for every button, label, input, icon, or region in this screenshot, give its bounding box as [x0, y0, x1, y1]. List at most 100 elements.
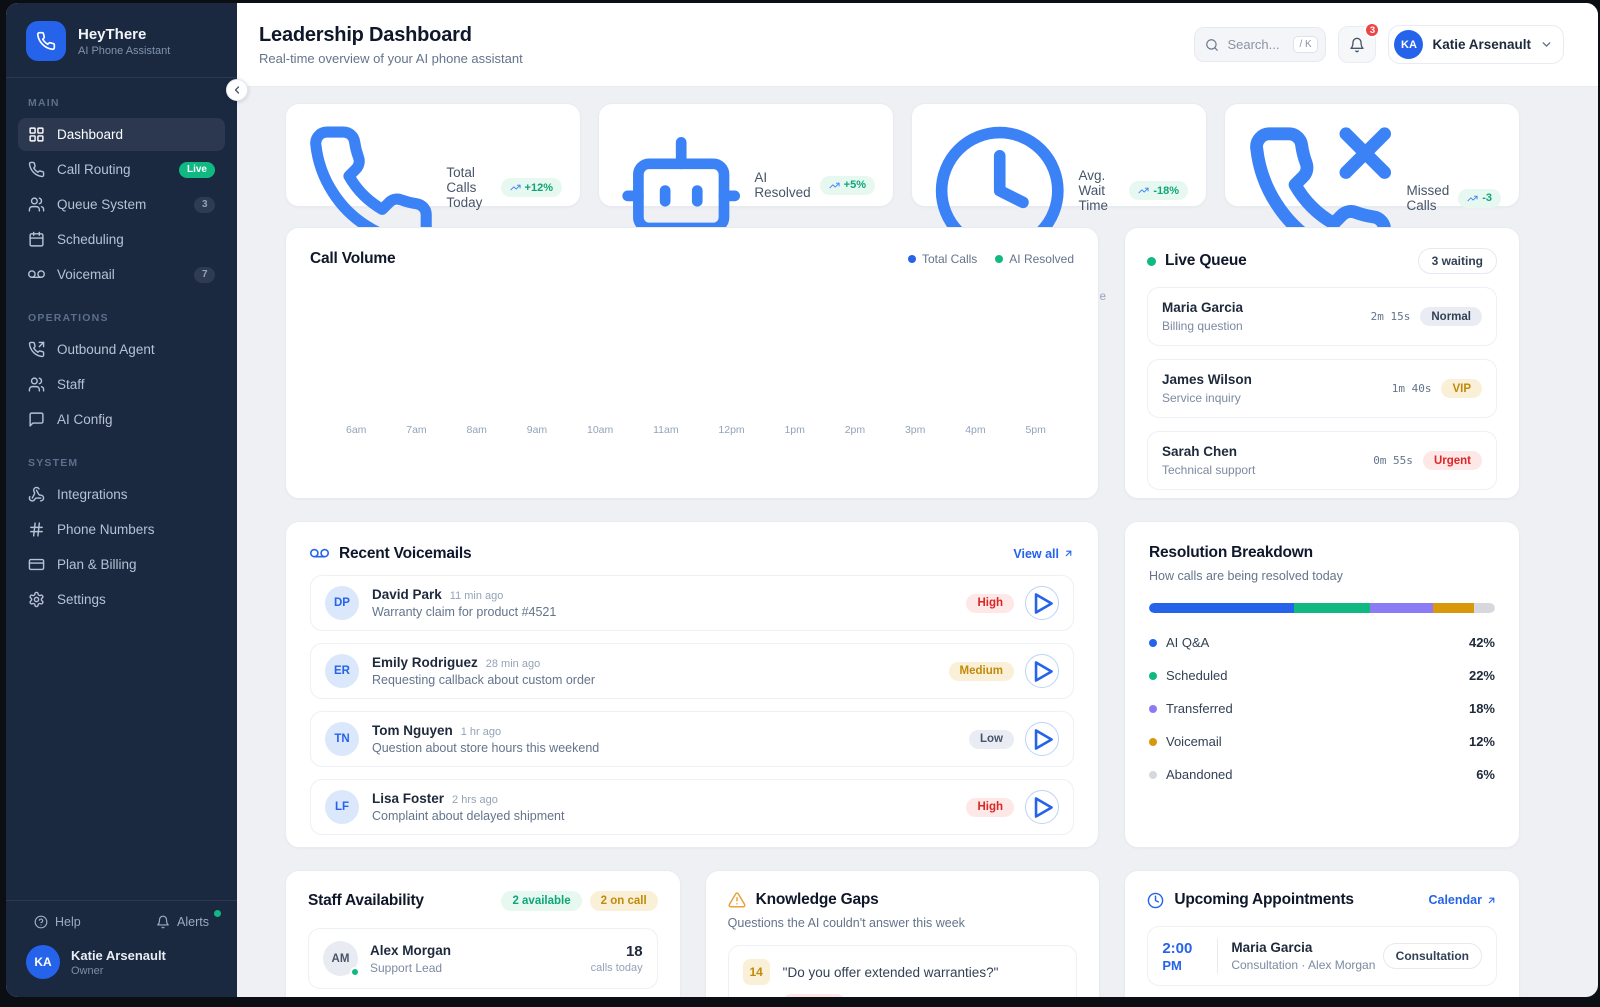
- appointment-period: PM: [1162, 957, 1182, 973]
- staff-availability-panel: Staff Availability 2 available 2 on call…: [285, 870, 681, 997]
- voicemail-row-emily-rodriguez[interactable]: ER Emily Rodriguez 28 min ago Requesting ca…: [310, 643, 1074, 699]
- live-badge: Live: [178, 161, 215, 178]
- sidebar-item-queue-system[interactable]: Queue System 3: [18, 188, 225, 221]
- chart-legend: Total Calls AI Resolved: [907, 252, 1074, 266]
- sidebar-item-dashboard[interactable]: Dashboard: [18, 118, 225, 151]
- trend-value: +5%: [843, 179, 866, 192]
- panel-title: Recent Voicemails: [339, 544, 472, 562]
- breakdown-row-ai-q-a: AI Q&A 42%: [1149, 627, 1495, 658]
- legend-item-ai-resolved: AI Resolved: [995, 252, 1074, 266]
- queue-row-james-wilson[interactable]: James Wilson Service inquiry 1m 40s VIP: [1147, 359, 1497, 418]
- play-button[interactable]: [1025, 722, 1059, 756]
- appointment-row[interactable]: 2:00 PM Maria Garcia Consultation · Alex…: [1147, 926, 1497, 986]
- credit-card-icon: [28, 556, 45, 573]
- bar-segment-ai-q-a: [1149, 603, 1295, 613]
- voicemail-row-tom-nguyen[interactable]: TN Tom Nguyen 1 hr ago Question about store…: [310, 711, 1074, 767]
- sidebar-item-ai-config[interactable]: AI Config: [18, 403, 225, 436]
- help-button[interactable]: Help: [34, 915, 81, 929]
- priority-badge: High: [966, 593, 1014, 613]
- sidebar-nav: MAIN Dashboard Call Routing Live Queue Syste…: [6, 78, 237, 618]
- bell-icon: [156, 915, 170, 929]
- calls-count-label: calls today: [590, 962, 643, 974]
- stat-card-total-calls-today: Total Calls Today+12%247vs. yesterday: [285, 103, 581, 300]
- sidebar-item-label: Scheduling: [57, 232, 124, 247]
- breakdown-value: 6%: [1476, 767, 1495, 782]
- notifications-button[interactable]: 3: [1338, 22, 1381, 63]
- panel-subtitle: Questions the AI couldn't answer this we…: [727, 916, 965, 930]
- breakdown-value: 12%: [1468, 734, 1495, 749]
- legend-dot: [1149, 671, 1157, 680]
- dashboard-icon: [28, 126, 45, 143]
- x-tick-label: 4pm: [965, 424, 986, 436]
- wait-time: 1m 40s: [1391, 382, 1432, 395]
- priority-badge: Urgent: [1422, 451, 1482, 470]
- sidebar-item-label: Integrations: [57, 487, 128, 502]
- play-button[interactable]: [1025, 586, 1059, 620]
- legend-dot: [995, 255, 1004, 263]
- phone-outgoing-icon: [28, 341, 45, 358]
- user-name: Katie Arsenault: [1432, 37, 1531, 52]
- sidebar: HeyThere AI Phone Assistant MAIN Dashboar…: [6, 3, 248, 997]
- staff-row[interactable]: AM Alex Morgan Support Lead 18 calls tod…: [308, 928, 658, 989]
- calendar-link[interactable]: Calendar: [1428, 893, 1497, 907]
- play-button[interactable]: [1025, 654, 1059, 688]
- call-topic: Service inquiry: [1162, 391, 1241, 405]
- sidebar-item-call-routing[interactable]: Call Routing Live: [18, 153, 225, 186]
- queue-row-sarah-chen[interactable]: Sarah Chen Technical support 0m 55s Urgent: [1147, 431, 1497, 490]
- alerts-status-dot: [214, 910, 221, 917]
- queue-row-maria-garcia[interactable]: Maria Garcia Billing question 2m 15s Normal: [1147, 287, 1497, 346]
- sidebar-collapse-button[interactable]: [226, 79, 248, 101]
- bar-segment-scheduled: [1294, 603, 1371, 613]
- sidebar-item-staff[interactable]: Staff: [18, 368, 225, 401]
- play-icon: [1026, 656, 1058, 687]
- breakdown-label: Voicemail: [1166, 734, 1222, 749]
- sidebar-item-voicemail[interactable]: Voicemail 7: [18, 258, 225, 291]
- breakdown-value: 22%: [1468, 668, 1495, 683]
- main-area: Leadership Dashboard Real-time overview …: [237, 3, 1598, 997]
- caller-name: Sarah Chen: [1162, 444, 1238, 459]
- view-all-link[interactable]: View all: [1013, 547, 1074, 561]
- search-input[interactable]: [1227, 37, 1286, 52]
- voicemail-row-lisa-foster[interactable]: LF Lisa Foster 2 hrs ago Complaint about de…: [310, 779, 1074, 835]
- help-circle-icon: [34, 915, 48, 929]
- gear-icon: [28, 591, 45, 608]
- breakdown-label: Scheduled: [1166, 668, 1228, 683]
- live-status-dot: [1147, 256, 1156, 266]
- priority-badge: VIP: [1441, 379, 1482, 398]
- page-title: Leadership Dashboard: [259, 23, 472, 46]
- call-topic: Billing question: [1162, 319, 1243, 333]
- gap-question: "Do you offer extended warranties?": [782, 964, 999, 980]
- legend-dot: [1149, 704, 1157, 713]
- legend-label: AI Resolved: [1009, 252, 1074, 266]
- voicemail-row-david-park[interactable]: DP David Park 11 min ago Warranty claim for…: [310, 575, 1074, 631]
- appointment-time: 2:00: [1162, 939, 1193, 957]
- breakdown-row-voicemail: Voicemail 12%: [1149, 726, 1495, 757]
- sidebar-item-outbound-agent[interactable]: Outbound Agent: [18, 333, 225, 366]
- stat-label: AI Resolved: [754, 170, 811, 201]
- alerts-button[interactable]: Alerts: [156, 910, 221, 929]
- stat-card-avg-wait-time: Avg. Wait Time-18%1m 24squeue hold time: [911, 103, 1207, 306]
- sidebar-item-scheduling[interactable]: Scheduling: [18, 223, 225, 256]
- phone-icon: [28, 161, 45, 178]
- sidebar-item-phone-numbers[interactable]: Phone Numbers: [18, 513, 225, 546]
- legend-dot: [1149, 638, 1157, 647]
- knowledge-gap-row[interactable]: 14 "Do you offer extended warranties?": [727, 945, 1078, 997]
- sidebar-user[interactable]: KA Katie Arsenault Owner: [26, 945, 217, 979]
- play-icon: [1026, 792, 1058, 823]
- user-menu[interactable]: KA Katie Arsenault: [1388, 25, 1564, 64]
- legend-label: Total Calls: [921, 252, 978, 266]
- x-tick-label: 1pm: [784, 424, 805, 436]
- hash-icon: [28, 521, 45, 538]
- search-input-container[interactable]: / K: [1194, 27, 1327, 62]
- bot-icon: [617, 121, 745, 249]
- panel-title: Knowledge Gaps: [755, 891, 879, 908]
- play-button[interactable]: [1025, 790, 1059, 824]
- sidebar-item-settings[interactable]: Settings: [18, 583, 225, 616]
- x-tick-label: 3pm: [904, 424, 926, 436]
- sidebar-item-integrations[interactable]: Integrations: [18, 478, 225, 511]
- users-icon: [28, 196, 45, 213]
- divider: [1217, 938, 1219, 974]
- clock-icon: [1147, 892, 1164, 909]
- breakdown-row-transferred: Transferred 18%: [1149, 693, 1495, 724]
- sidebar-item-plan-billing[interactable]: Plan & Billing: [18, 548, 225, 581]
